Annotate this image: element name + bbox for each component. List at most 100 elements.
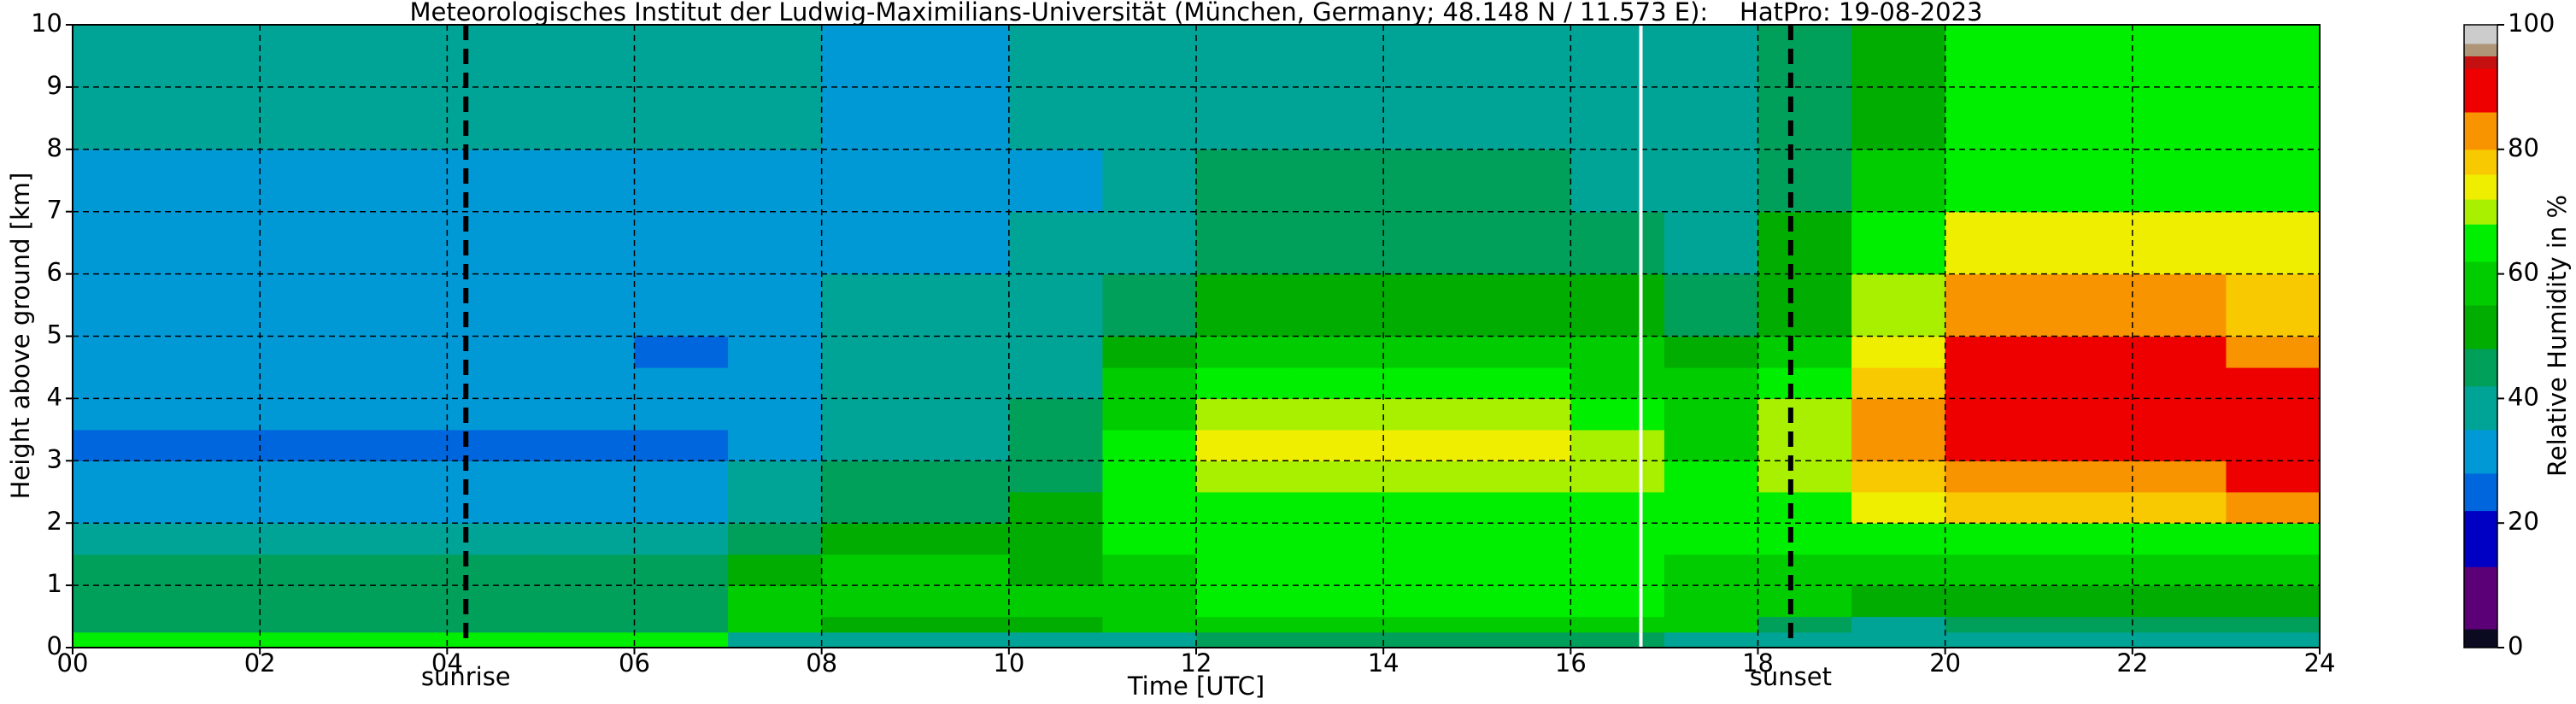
heat-cell (540, 273, 636, 337)
heat-cell (1476, 336, 1571, 368)
heat-cell (634, 149, 729, 213)
heat-cell (1945, 554, 2039, 586)
heat-cell (728, 461, 823, 493)
heat-cell (634, 631, 729, 648)
heat-cell (1102, 491, 1197, 524)
heat-cell (447, 149, 542, 213)
heat-cell (2132, 273, 2227, 337)
heat-cell (915, 211, 1010, 275)
heat-cell (260, 461, 355, 493)
heat-cell (166, 461, 261, 493)
heat-cell (73, 585, 167, 618)
heat-cell (2132, 398, 2227, 431)
heat-cell (1102, 429, 1197, 461)
heat-cell (540, 585, 636, 618)
heat-cell (1102, 149, 1197, 213)
heat-cell (1570, 273, 1665, 337)
heat-cell (1945, 429, 2039, 461)
heat-cell (634, 461, 729, 493)
x-tick-label: 00 (57, 648, 89, 678)
heat-cell (260, 429, 355, 461)
heat-cell (2039, 336, 2133, 368)
heat-cell (821, 585, 916, 618)
heat-cell (634, 336, 729, 368)
heat-cell (1196, 273, 1291, 337)
heat-cell (2226, 523, 2321, 555)
colorbar-segment (2464, 510, 2497, 567)
heat-cell (1008, 616, 1104, 633)
heat-cell (634, 398, 729, 431)
colorbar-tick-label: 0 (2508, 631, 2523, 660)
heat-cell (1383, 273, 1478, 337)
x-tick-label: 10 (993, 648, 1024, 678)
heat-cell (447, 616, 542, 633)
heat-cell (915, 616, 1010, 633)
heat-cell (260, 336, 355, 368)
heat-cell (1757, 491, 1852, 524)
x-tick-label: 14 (1368, 648, 1399, 678)
heat-cell (1757, 429, 1852, 461)
y-tick-label: 3 (47, 444, 62, 473)
heat-cell (2132, 631, 2227, 648)
chart-title: Meteorologisches Institut der Ludwig-Max… (409, 0, 1982, 26)
heat-cell (728, 616, 823, 633)
colorbar-segment (2464, 472, 2497, 512)
heat-cell (1383, 336, 1478, 368)
heat-cell (260, 25, 355, 150)
heat-cell (1289, 616, 1384, 633)
annotation-label: sunset (1750, 662, 1832, 691)
heat-cell (821, 631, 916, 648)
heat-cell (1851, 149, 1946, 213)
heat-cell (821, 523, 916, 555)
heatmap (73, 25, 2321, 648)
heat-cell (540, 523, 636, 555)
heat-cell (447, 398, 542, 431)
heat-cell (915, 25, 1010, 150)
heat-cell (821, 554, 916, 586)
heat-cell (73, 149, 167, 213)
heat-cell (1289, 554, 1384, 586)
heat-cell (1570, 554, 1665, 586)
heat-cell (1851, 616, 1946, 633)
heat-cell (1851, 336, 1946, 368)
heat-cell (1383, 367, 1478, 399)
heat-cell (1664, 149, 1759, 213)
heat-cell (447, 554, 542, 586)
heat-cell (1570, 211, 1665, 275)
heat-cell (1851, 429, 1946, 461)
heat-cell (1102, 461, 1197, 493)
heat-cell (2226, 616, 2321, 633)
heat-cell (1383, 491, 1478, 524)
heat-cell (1757, 554, 1852, 586)
heat-cell (1289, 398, 1384, 431)
heat-cell (447, 367, 542, 399)
heat-cell (2039, 616, 2133, 633)
heat-cell (1383, 149, 1478, 213)
heat-cell (1664, 631, 1759, 648)
heat-cell (728, 585, 823, 618)
heat-cell (1008, 149, 1104, 213)
heat-cell (821, 491, 916, 524)
colorbar-segment (2464, 385, 2497, 431)
heat-cell (634, 429, 729, 461)
heat-cell (2226, 149, 2321, 213)
heat-cell (260, 616, 355, 633)
heat-cell (1851, 273, 1946, 337)
heat-cell (1945, 523, 2039, 555)
heat-cell (1851, 367, 1946, 399)
y-tick-label: 10 (31, 9, 62, 38)
heat-cell (2226, 585, 2321, 618)
heat-cell (915, 631, 1010, 648)
heat-cell (1196, 631, 1291, 648)
heat-cell (353, 273, 448, 337)
heat-cell (728, 631, 823, 648)
heat-cell (915, 149, 1010, 213)
heat-cell (2132, 461, 2227, 493)
heat-cell (73, 336, 167, 368)
heat-cell (1383, 429, 1478, 461)
heat-cell (1196, 491, 1291, 524)
heat-cell (540, 554, 636, 586)
heat-cell (1008, 273, 1104, 337)
